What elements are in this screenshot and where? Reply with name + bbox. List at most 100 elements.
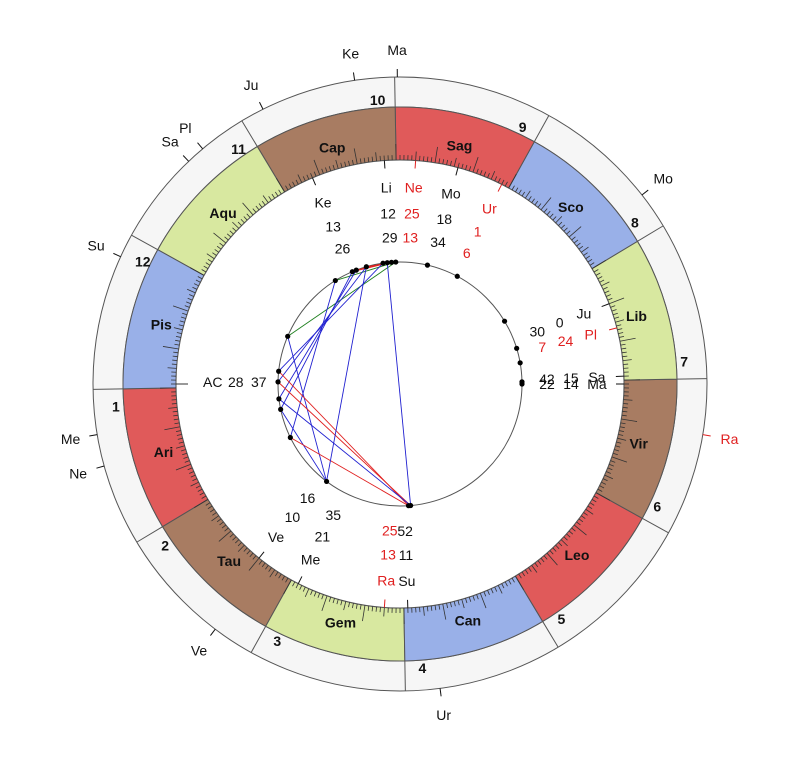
- degree-tick: [172, 355, 178, 358]
- degree-tick: [620, 422, 626, 425]
- degree-tick: [549, 550, 554, 555]
- sign-label-sco: Sco: [558, 199, 584, 215]
- degree-tick: [434, 605, 437, 611]
- degree-tick: [321, 168, 324, 174]
- degree-tick: [199, 492, 205, 496]
- degree-tick: [555, 544, 560, 550]
- degree-tick: [563, 227, 568, 232]
- degree-tick: [546, 552, 558, 566]
- ascendant-marker: AC 28 37: [176, 374, 267, 390]
- outer-planet-pl: Pl: [179, 120, 191, 136]
- degree-tick: [490, 588, 494, 594]
- degree-tick: [232, 227, 237, 232]
- degree-tick: [521, 191, 526, 197]
- degree-tick: [243, 547, 248, 552]
- degree-tick: [321, 594, 324, 600]
- degree-tick: [558, 221, 563, 226]
- degree-tick: [207, 505, 213, 510]
- house-number-3: 3: [273, 633, 281, 649]
- degree-tick: [355, 603, 358, 609]
- degree-tick: [216, 518, 222, 523]
- degree-tick: [197, 276, 203, 280]
- house-cusp-line: [404, 660, 406, 691]
- inner-planet-degree: 24: [558, 333, 574, 349]
- inner-planet-minute: 35: [325, 507, 341, 523]
- inner-planet-ve: Ve: [268, 529, 285, 545]
- degree-tick: [566, 533, 571, 538]
- degree-tick: [274, 571, 279, 577]
- degree-tick: [285, 577, 289, 583]
- degree-tick: [591, 260, 606, 269]
- degree-tick: [310, 173, 313, 178]
- house-cusp-line: [241, 120, 258, 147]
- degree-tick: [306, 174, 310, 180]
- inner-planet-li: Li: [381, 179, 392, 195]
- inner-planet-degree: 13: [380, 547, 396, 563]
- degree-tick: [483, 591, 487, 597]
- degree-tick: [524, 569, 529, 575]
- aspect-dot: [349, 269, 355, 275]
- degree-tick: [501, 179, 505, 185]
- degree-tick: [343, 601, 347, 611]
- house-cusp-line: [533, 115, 550, 142]
- inner-planet-degree: 14: [563, 376, 579, 392]
- inner-planet-ra: Ra: [377, 573, 395, 589]
- degree-tick: [573, 239, 579, 244]
- degree-tick: [313, 171, 317, 177]
- degree-tick: [201, 495, 207, 499]
- degree-tick: [336, 599, 339, 605]
- degree-tick: [205, 262, 211, 266]
- degree-tick: [479, 170, 483, 176]
- aspect-dot: [380, 260, 386, 266]
- degree-tick: [595, 492, 611, 501]
- degree-tick: [611, 309, 617, 312]
- degree-tick: [528, 196, 532, 201]
- degree-tick: [234, 539, 240, 544]
- degree-tick: [589, 262, 595, 266]
- outer-planet-ve: Ve: [191, 643, 208, 659]
- degree-tick: [321, 595, 328, 612]
- degree-tick: [344, 161, 347, 167]
- degree-tick: [237, 542, 242, 547]
- degree-tick: [269, 569, 276, 578]
- degree-tick: [276, 178, 285, 193]
- degree-tick: [528, 567, 532, 572]
- aspect-dot: [393, 259, 399, 265]
- outer-planet-me: Me: [61, 431, 81, 447]
- degree-tick: [246, 213, 251, 218]
- degree-tick: [299, 585, 303, 590]
- degree-tick: [243, 216, 248, 221]
- degree-tick: [173, 351, 179, 354]
- degree-tick: [359, 604, 362, 610]
- degree-tick: [180, 316, 186, 319]
- degree-tick: [423, 606, 425, 616]
- outer-planet-ur: Ur: [436, 707, 451, 723]
- degree-tick: [555, 216, 563, 224]
- degree-tick: [622, 355, 628, 358]
- degree-tick: [563, 536, 568, 541]
- degree-tick: [560, 224, 566, 229]
- degree-tick: [216, 245, 222, 250]
- degree-tick: [599, 485, 605, 489]
- degree-tick: [616, 441, 622, 444]
- degree-tick: [612, 312, 618, 316]
- inner-planet-ne: Ne: [405, 179, 423, 195]
- degree-tick: [189, 294, 194, 297]
- degree-tick: [213, 232, 227, 244]
- inner-planet-minute: 7: [538, 339, 546, 355]
- degree-tick: [359, 158, 362, 164]
- degree-tick: [568, 530, 574, 535]
- degree-tick: [292, 581, 296, 587]
- degree-tick: [190, 481, 199, 487]
- house-number-5: 5: [558, 611, 566, 627]
- degree-tick: [608, 463, 614, 467]
- inner-planet-sa: Sa: [588, 369, 605, 385]
- degree-tick: [615, 445, 621, 448]
- degree-tick: [367, 605, 370, 611]
- degree-tick: [497, 585, 503, 594]
- degree-tick: [258, 560, 263, 565]
- inner-planet-minute: 42: [539, 371, 555, 387]
- aspect-dot: [323, 478, 330, 485]
- outer-planet-ju: Ju: [244, 77, 259, 93]
- degree-tick: [224, 236, 229, 241]
